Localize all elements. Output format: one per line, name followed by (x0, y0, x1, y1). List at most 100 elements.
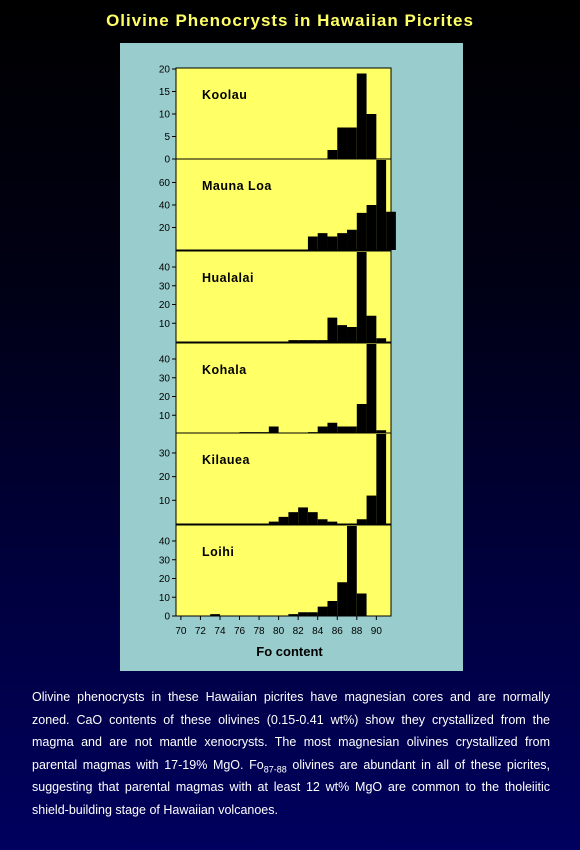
x-tick-label: 82 (293, 626, 305, 637)
y-tick-label: 5 (164, 132, 170, 143)
bar (298, 612, 308, 616)
plot-area (176, 251, 391, 342)
bar (327, 236, 338, 250)
bar (298, 340, 308, 343)
y-tick-label: 20 (159, 300, 171, 311)
y-tick-label: 0 (164, 612, 170, 623)
y-tick-label: 40 (159, 201, 171, 212)
panel-kilauea: 10 20 30 Kilauea (159, 432, 392, 525)
plot-border (175, 158, 392, 251)
bar (347, 426, 357, 434)
x-tick-label: 90 (371, 626, 383, 637)
bar (307, 612, 318, 616)
plot-border (175, 524, 392, 617)
bar (356, 212, 367, 251)
panel-koolau: 0 5 10 15 20 Koolau (159, 65, 392, 166)
bar (347, 127, 357, 159)
bar (288, 512, 299, 524)
chart-panel: 0 5 10 15 20 Koolau 20 40 60 Mauna Loa 10 20 30 40 Hua… (120, 43, 463, 671)
bar (327, 150, 338, 159)
bar (376, 160, 387, 250)
panel-label: Mauna Loa (202, 179, 272, 193)
bar (288, 614, 299, 617)
caption-subscript: 87-88 (263, 764, 287, 774)
panel-loihi: 0 10 20 30 40 Loihi (159, 524, 392, 623)
y-tick-label: 30 (159, 448, 171, 459)
y-tick-label: 20 (159, 65, 171, 76)
bar (337, 127, 348, 159)
y-tick-label: 0 (164, 155, 170, 166)
bar (317, 519, 328, 524)
plot-border (175, 250, 392, 343)
caption-text-2: olivines are abundant in all of these pi… (32, 757, 550, 817)
x-tick-label: 74 (214, 626, 226, 637)
bar (356, 593, 367, 616)
panel-hualalai: 10 20 30 40 Hualalai (159, 250, 392, 343)
x-tick-label: 86 (332, 626, 344, 637)
caption-text-1: Olivine phenocrysts in these Hawaiian pi… (32, 690, 550, 772)
chart-title: Olivine Phenocrysts in Hawaiian Picrites (106, 11, 474, 30)
y-tick-label: 30 (159, 373, 171, 384)
histogram-stack: 0 5 10 15 20 Koolau 20 40 60 Mauna Loa 10 20 30 40 Hua… (159, 65, 396, 659)
bar (366, 114, 377, 159)
y-tick-label: 10 (159, 110, 171, 121)
bar (366, 315, 377, 342)
y-tick-label: 10 (159, 496, 171, 507)
bar (337, 233, 348, 251)
bar (376, 338, 387, 342)
bar (317, 426, 328, 434)
bar (268, 426, 279, 434)
y-tick-label: 30 (159, 281, 171, 292)
bar (327, 422, 338, 434)
bar (288, 340, 299, 343)
panel-kohala: 10 20 30 40 Kohala (159, 342, 392, 435)
y-tick-label: 20 (159, 223, 171, 234)
y-tick-label: 20 (159, 574, 171, 585)
panel-label: Hualalai (202, 271, 254, 285)
bar (356, 73, 367, 159)
bar (337, 582, 348, 616)
x-tick-label: 80 (273, 626, 285, 637)
y-tick-label: 15 (159, 87, 171, 98)
bar (347, 526, 357, 616)
bar (366, 495, 377, 524)
y-tick-label: 10 (159, 411, 171, 422)
bar (376, 430, 387, 434)
plot-border (175, 432, 392, 525)
x-tick-label: 76 (234, 626, 246, 637)
y-tick-label: 40 (159, 263, 171, 274)
bar (366, 205, 377, 250)
panel-mauna-loa: 20 40 60 Mauna Loa (159, 158, 396, 251)
bar (307, 236, 318, 250)
bar (337, 426, 348, 434)
y-tick-label: 10 (159, 593, 171, 604)
bar (317, 340, 328, 343)
bar (327, 601, 338, 616)
y-tick-label: 20 (159, 392, 171, 403)
bar (307, 512, 318, 524)
y-tick-label: 60 (159, 178, 171, 189)
bar (366, 344, 377, 434)
panel-label: Kohala (202, 363, 247, 377)
bar (337, 325, 348, 343)
bar (327, 317, 338, 343)
panel-label: Koolau (202, 88, 247, 102)
bar (356, 404, 367, 434)
bar (317, 233, 328, 251)
x-tick-label: 70 (175, 626, 187, 637)
x-tick-label: 84 (312, 626, 324, 637)
panel-label: Kilauea (202, 453, 251, 467)
bar (356, 252, 367, 342)
caption: Olivine phenocrysts in these Hawaiian pi… (32, 686, 550, 821)
bar (317, 606, 328, 617)
x-tick-label: 72 (195, 626, 207, 637)
x-axis-label: Fo content (256, 644, 323, 659)
bar (278, 516, 289, 524)
plot-area (176, 343, 391, 434)
y-tick-label: 40 (159, 355, 171, 366)
y-tick-label: 20 (159, 472, 171, 483)
bar (307, 340, 318, 343)
x-tick-label: 88 (351, 626, 363, 637)
bar (327, 521, 338, 524)
bar (268, 521, 279, 524)
